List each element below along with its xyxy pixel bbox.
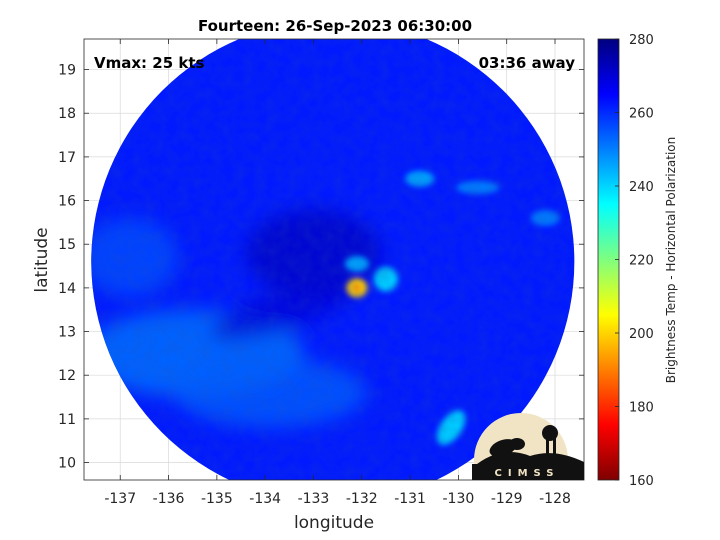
y-tick-label: 17 [58, 150, 76, 166]
axes-box [83, 38, 585, 481]
x-tick-label: -133 [298, 491, 330, 507]
x-tick-label: -131 [394, 491, 426, 507]
vmax-annotation: Vmax: 25 kts [94, 54, 204, 72]
colorbar-tick-label: 160 [629, 474, 654, 489]
y-tick-label: 12 [58, 368, 76, 384]
y-tick-label: 19 [58, 63, 76, 79]
y-tick-label: 14 [58, 281, 76, 297]
x-tick-label: -134 [249, 491, 281, 507]
x-tick-label: -130 [443, 491, 475, 507]
time-away-annotation: 03:36 away [479, 54, 576, 72]
cimss-logo: CIMSS [472, 413, 584, 480]
x-tick-label: -129 [491, 491, 523, 507]
y-tick-label: 16 [58, 194, 76, 210]
y-tick-label: 15 [58, 237, 76, 253]
heatmap-swath [91, 39, 575, 480]
x-axis-ticks: -137 -136 -135 -134 -133 -132 -131 -130 -129 -128 [104, 39, 571, 507]
y-axis-label: latitude [32, 227, 52, 292]
x-tick-label: -137 [104, 491, 136, 507]
x-tick-label: -135 [201, 491, 233, 507]
colorbar-tick-label: 240 [629, 180, 654, 195]
colorbar-tick-label: 280 [629, 33, 654, 48]
colorbar-tick-label: 260 [629, 107, 654, 122]
logo-text: CIMSS [495, 468, 560, 479]
colorbar-tick-label: 220 [629, 254, 654, 269]
colorbar-tick-label: 180 [629, 401, 654, 416]
x-tick-label: -136 [153, 491, 185, 507]
x-tick-label: -132 [346, 491, 378, 507]
colorbar-label: Brightness Temp - Horizontal Polarizatio… [664, 137, 678, 384]
y-axis-ticks: 10 11 12 13 14 15 16 17 18 19 [58, 63, 584, 472]
y-tick-label: 18 [58, 106, 76, 122]
y-tick-label: 13 [58, 325, 76, 341]
colorbar-tick-label: 200 [629, 327, 654, 342]
y-tick-label: 10 [58, 456, 76, 472]
x-tick-label: -128 [539, 491, 571, 507]
y-tick-label: 11 [58, 412, 76, 428]
chart-title: Fourteen: 26-Sep-2023 06:30:00 [198, 17, 472, 35]
colorbar-ticks: 160 180 200 220 240 260 280 [615, 33, 654, 489]
x-axis-label: longitude [294, 513, 374, 533]
